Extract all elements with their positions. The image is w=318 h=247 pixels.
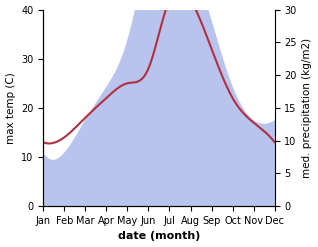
Y-axis label: max temp (C): max temp (C) xyxy=(5,72,16,144)
Y-axis label: med. precipitation (kg/m2): med. precipitation (kg/m2) xyxy=(302,38,313,178)
X-axis label: date (month): date (month) xyxy=(118,231,200,242)
